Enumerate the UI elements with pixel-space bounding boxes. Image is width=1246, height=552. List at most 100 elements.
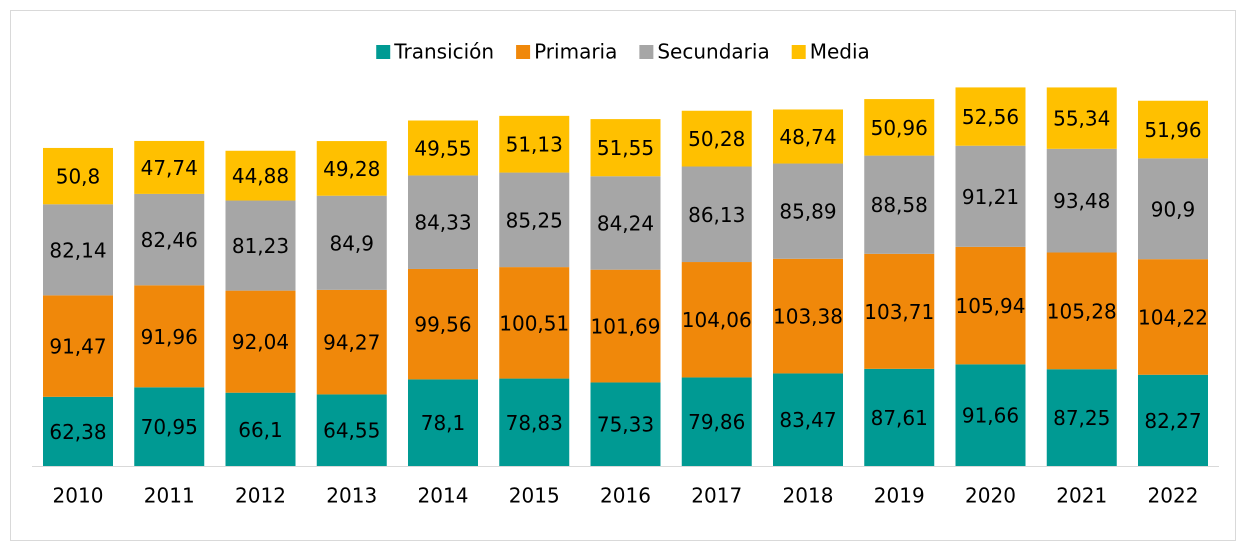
- bar-segment: [134, 285, 205, 388]
- data-label: 99,56: [414, 313, 471, 337]
- bar-segment: [864, 99, 935, 156]
- legend-swatch: [639, 45, 654, 59]
- data-label: 91,47: [49, 335, 106, 359]
- data-label: 104,22: [1138, 305, 1208, 329]
- bar-segment: [590, 176, 661, 270]
- data-label: 50,8: [56, 165, 101, 189]
- legend-label: Primaria: [534, 40, 617, 64]
- x-tick-label: 2017: [691, 484, 742, 508]
- bar-segment: [1138, 374, 1208, 466]
- data-label: 85,89: [779, 200, 836, 224]
- data-label: 50,96: [871, 116, 928, 140]
- bar-segment: [681, 262, 752, 378]
- data-label: 49,28: [323, 157, 380, 181]
- data-label: 94,27: [323, 331, 380, 355]
- bar-segment: [134, 140, 205, 194]
- bar-segment: [773, 258, 843, 374]
- bar-segment: [134, 193, 205, 286]
- bar-segment: [316, 141, 387, 196]
- x-tick-label: 2016: [600, 484, 651, 508]
- x-tick-label: 2019: [874, 484, 925, 508]
- bar-segment: [225, 392, 296, 466]
- data-label: 48,74: [779, 125, 836, 149]
- bar-segment: [225, 150, 296, 201]
- data-label: 49,55: [414, 136, 471, 160]
- bar-segment: [43, 204, 113, 296]
- bar-segment: [43, 396, 113, 466]
- data-label: 103,38: [773, 305, 843, 329]
- bar-segment: [681, 377, 752, 466]
- data-label: 82,46: [141, 228, 198, 252]
- bar-segment: [864, 253, 935, 369]
- bar-segment: [955, 87, 1026, 146]
- data-label: 70,95: [141, 415, 198, 439]
- data-label: 82,14: [49, 238, 106, 262]
- data-label: 87,61: [871, 406, 928, 430]
- data-label: 51,55: [597, 136, 654, 160]
- data-label: 90,9: [1151, 197, 1196, 221]
- bar-segment: [408, 120, 478, 176]
- bar-segment: [1138, 100, 1208, 159]
- x-tick-label: 2020: [965, 484, 1016, 508]
- data-label: 84,33: [414, 211, 471, 235]
- data-label: 105,94: [956, 294, 1026, 318]
- bar-segment: [1138, 259, 1208, 375]
- data-label: 78,83: [506, 411, 563, 435]
- bar-segment: [773, 109, 843, 164]
- bar-segment: [316, 289, 387, 395]
- data-label: 82,27: [1144, 409, 1201, 433]
- legend-label: Transición: [393, 40, 494, 64]
- x-tick-label: 2011: [144, 484, 195, 508]
- bar-segment: [43, 295, 113, 397]
- bar-segment: [1046, 87, 1117, 149]
- bar-segment: [1046, 369, 1117, 466]
- data-label: 75,33: [597, 413, 654, 437]
- x-tick-label: 2012: [235, 484, 286, 508]
- data-label: 93,48: [1053, 189, 1110, 213]
- bar-segment: [590, 119, 661, 177]
- bar-segment: [1046, 252, 1117, 370]
- bar-segment: [134, 387, 205, 466]
- bar-segment: [590, 269, 661, 383]
- data-label: 91,21: [962, 185, 1019, 209]
- bar-segment: [864, 155, 935, 254]
- data-label: 86,13: [688, 203, 745, 227]
- data-label: 105,28: [1047, 299, 1117, 323]
- bar-segment: [1138, 158, 1208, 260]
- x-tick-label: 2021: [1056, 484, 1107, 508]
- data-label: 101,69: [591, 315, 661, 339]
- x-tick-label: 2013: [326, 484, 377, 508]
- data-label: 51,13: [506, 133, 563, 157]
- x-tick-label: 2015: [509, 484, 560, 508]
- bar-segment: [590, 382, 661, 466]
- data-label: 83,47: [779, 408, 836, 432]
- bar-segment: [499, 267, 570, 379]
- data-label: 47,74: [141, 156, 198, 180]
- bar-segment: [408, 379, 478, 466]
- bar-segment: [955, 145, 1026, 247]
- bar-segment: [43, 147, 113, 205]
- bar-segment: [499, 172, 570, 268]
- data-label: 84,24: [597, 211, 654, 235]
- bar-segment: [316, 195, 387, 290]
- bar-segment: [316, 394, 387, 466]
- bar-segment: [225, 200, 296, 291]
- data-label: 92,04: [232, 330, 289, 354]
- data-label: 88,58: [871, 193, 928, 217]
- data-label: 91,96: [141, 325, 198, 349]
- data-label: 81,23: [232, 234, 289, 258]
- data-label: 84,9: [329, 231, 374, 255]
- data-label: 66,1: [238, 418, 283, 442]
- data-label: 103,71: [864, 300, 934, 324]
- data-label: 50,28: [688, 127, 745, 151]
- data-label: 52,56: [962, 105, 1019, 129]
- data-label: 79,86: [688, 410, 745, 434]
- data-label: 44,88: [232, 164, 289, 188]
- data-label: 78,1: [421, 411, 466, 435]
- bar-segment: [864, 368, 935, 466]
- data-label: 64,55: [323, 419, 380, 443]
- data-label: 51,96: [1144, 118, 1201, 142]
- bar-segment: [681, 110, 752, 167]
- data-label: 87,25: [1053, 406, 1110, 430]
- legend-swatch: [791, 45, 806, 59]
